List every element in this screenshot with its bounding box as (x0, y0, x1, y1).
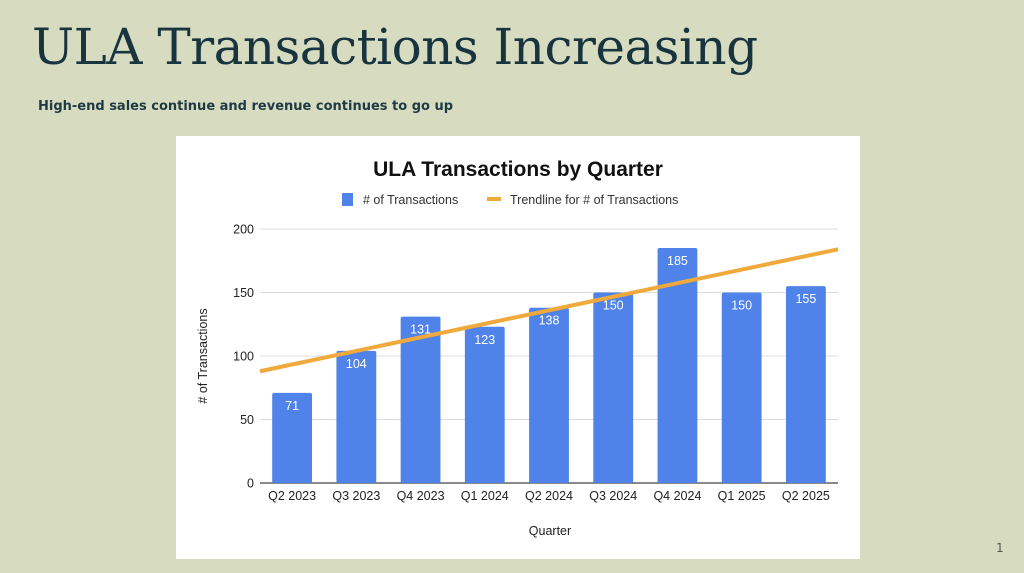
x-tick-label: Q4 2024 (653, 489, 701, 503)
legend-swatch-trendline (487, 197, 501, 201)
bar (785, 286, 826, 483)
y-tick-label: 50 (240, 413, 254, 427)
bar (272, 392, 313, 483)
y-tick-label: 100 (233, 350, 254, 364)
x-axis-title: Quarter (529, 524, 571, 538)
bar (657, 248, 698, 483)
slide-title: ULA Transactions Increasing (32, 18, 758, 76)
data-label: 131 (410, 323, 431, 337)
bar (593, 292, 634, 483)
x-tick-label: Q3 2023 (332, 489, 380, 503)
data-label: 123 (474, 333, 495, 347)
bar (336, 350, 377, 483)
x-tick-label: Q2 2023 (268, 489, 316, 503)
bars (272, 248, 826, 483)
x-tick-label: Q2 2025 (782, 489, 830, 503)
x-axis-ticks: Q2 2023 Q3 2023 Q4 2023 Q1 2024 Q2 2024 Q3 20… (268, 489, 830, 503)
data-labels: 71 104 131 123 138 150 185 150 155 (285, 254, 816, 413)
y-tick-label: 200 (233, 223, 254, 237)
bar (464, 326, 505, 483)
trendline-group (259, 247, 839, 374)
bar (529, 307, 569, 483)
chart-card: ULA Transactions by Quarter # of Transac… (176, 136, 860, 559)
x-tick-label: Q1 2025 (718, 489, 766, 503)
bar-chart: ULA Transactions by Quarter # of Transac… (196, 158, 839, 538)
trendline (259, 247, 839, 374)
data-label: 71 (285, 399, 299, 413)
data-label: 104 (346, 357, 367, 371)
data-label: 155 (795, 292, 816, 306)
x-tick-label: Q1 2024 (461, 489, 509, 503)
y-axis-title: # of Transactions (196, 308, 210, 403)
data-label: 150 (731, 299, 752, 313)
bar (721, 292, 762, 483)
y-tick-label: 150 (233, 286, 254, 300)
chart-title: ULA Transactions by Quarter (373, 158, 663, 181)
slide-subtitle: High-end sales continue and revenue cont… (38, 99, 454, 114)
bar (400, 316, 441, 483)
x-tick-label: Q4 2023 (397, 489, 445, 503)
legend: # of Transactions Trendline for # of Tra… (342, 193, 678, 207)
data-label: 185 (667, 254, 688, 268)
legend-swatch-bars (342, 193, 353, 206)
data-label: 138 (539, 314, 560, 328)
y-axis-ticks: 0 50 100 150 200 (233, 223, 254, 491)
page-number: 1 (996, 541, 1004, 555)
x-tick-label: Q3 2024 (589, 489, 637, 503)
legend-label-trendline: Trendline for # of Transactions (510, 193, 678, 207)
data-label: 150 (603, 299, 624, 313)
y-tick-label: 0 (247, 477, 254, 491)
x-tick-label: Q2 2024 (525, 489, 573, 503)
legend-label-bars: # of Transactions (363, 193, 458, 207)
